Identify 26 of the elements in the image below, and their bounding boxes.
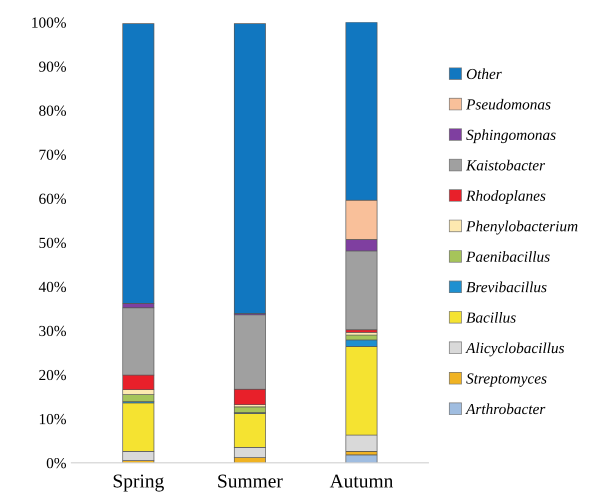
- y-tick-label: 60%: [39, 194, 66, 204]
- x-tick-label: Autumn: [330, 474, 394, 488]
- y-tick-label: 0%: [46, 458, 66, 468]
- legend-label: Arthrobacter: [465, 403, 546, 414]
- legend-label: Bacillus: [466, 312, 516, 323]
- x-tick-label: Summer: [218, 474, 283, 488]
- legend-label: Pseudomonas: [466, 98, 551, 110]
- y-tick-label: 90%: [39, 61, 66, 72]
- legend-label: Alicyclobacillus: [465, 342, 564, 356]
- legend-label: Kaistobacter: [466, 160, 546, 170]
- y-tick-label: 40%: [38, 282, 66, 292]
- y-tick-label: 10%: [40, 414, 66, 424]
- legend-label: Sphingomonas: [466, 129, 556, 144]
- y-tick-label: 100%: [32, 17, 66, 28]
- legend-label: Brevibacillus: [466, 282, 547, 292]
- legend-label: Paenibacillus: [466, 251, 550, 262]
- y-tick-label: 70%: [40, 150, 66, 160]
- y-tick-label: 20%: [39, 370, 66, 380]
- legend-label: Phenylobacterium: [466, 220, 578, 235]
- y-tick-label: 50%: [39, 238, 66, 248]
- legend-label: Rhodoplanes: [466, 190, 546, 204]
- legend-label: Streptomyces: [466, 373, 547, 387]
- x-tick-label: Spring: [114, 474, 164, 492]
- y-tick-label: 30%: [39, 326, 66, 336]
- legend-label: Other: [466, 68, 502, 80]
- y-tick-label: 80%: [39, 106, 66, 116]
